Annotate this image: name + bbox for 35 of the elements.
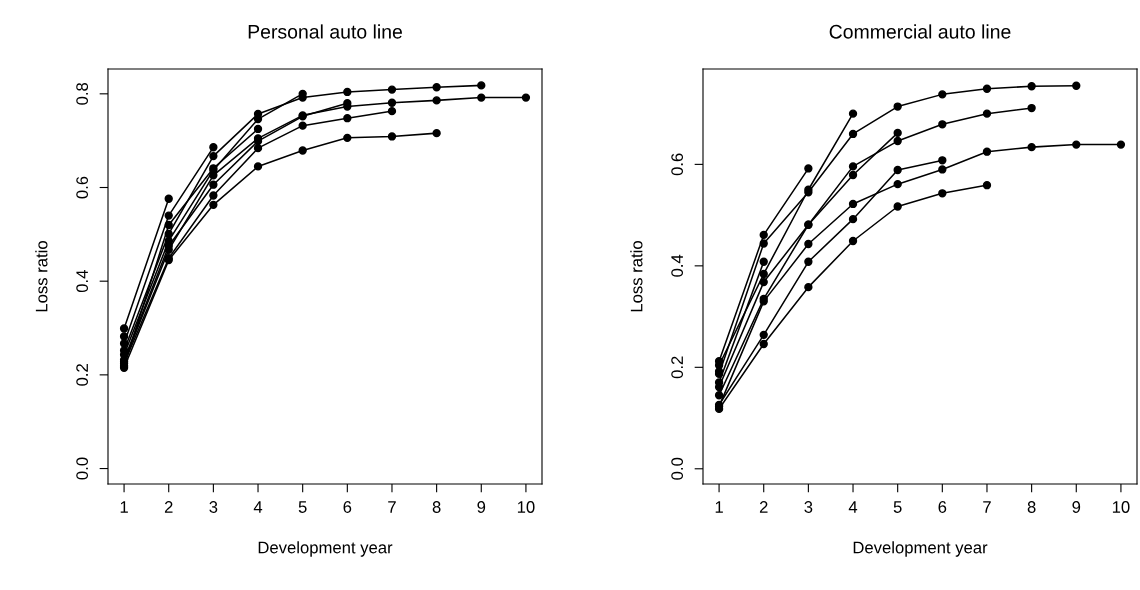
x-tick-label: 6 bbox=[938, 501, 947, 513]
y-tick-label: 0.0 bbox=[671, 457, 684, 480]
chart-title: Personal auto line bbox=[248, 24, 402, 39]
x-tick-label: 8 bbox=[432, 501, 441, 513]
y-tick-label: 0.2 bbox=[76, 364, 89, 386]
y-tick-label: 0.4 bbox=[671, 254, 684, 277]
y-axis-title: Loss ratio bbox=[35, 241, 48, 312]
y-tick-label: 0.2 bbox=[671, 356, 684, 379]
x-tick-label: 9 bbox=[1072, 501, 1081, 513]
x-tick-label: 4 bbox=[848, 501, 858, 513]
x-tick-label: 5 bbox=[298, 501, 307, 513]
x-tick-label: 2 bbox=[164, 501, 173, 513]
x-tick-label: 1 bbox=[715, 501, 723, 513]
x-tick-label: 7 bbox=[388, 501, 396, 513]
x-axis-title: Development year bbox=[853, 541, 988, 557]
x-tick-label: 2 bbox=[759, 501, 768, 513]
x-axis-title: Development year bbox=[258, 541, 393, 557]
x-tick-label: 3 bbox=[209, 501, 218, 513]
x-tick-label: 7 bbox=[983, 501, 991, 513]
y-tick-label: 0.4 bbox=[76, 270, 89, 293]
x-tick-label: 10 bbox=[1112, 501, 1130, 513]
chart-title: Commercial auto line bbox=[829, 24, 1011, 39]
x-tick-label: 5 bbox=[893, 501, 902, 513]
x-tick-label: 9 bbox=[477, 501, 486, 513]
y-tick-label: 0.6 bbox=[76, 176, 89, 199]
y-tick-label: 0.8 bbox=[76, 82, 89, 105]
y-axis-title: Loss ratio bbox=[630, 241, 643, 312]
x-tick-label: 4 bbox=[253, 501, 263, 513]
x-tick-label: 8 bbox=[1027, 501, 1036, 513]
x-tick-label: 1 bbox=[120, 501, 128, 513]
x-tick-label: 6 bbox=[343, 501, 352, 513]
y-tick-label: 0.6 bbox=[671, 153, 684, 176]
x-tick-label: 10 bbox=[517, 501, 535, 513]
y-tick-label: 0.0 bbox=[76, 457, 89, 480]
x-tick-label: 3 bbox=[804, 501, 813, 513]
